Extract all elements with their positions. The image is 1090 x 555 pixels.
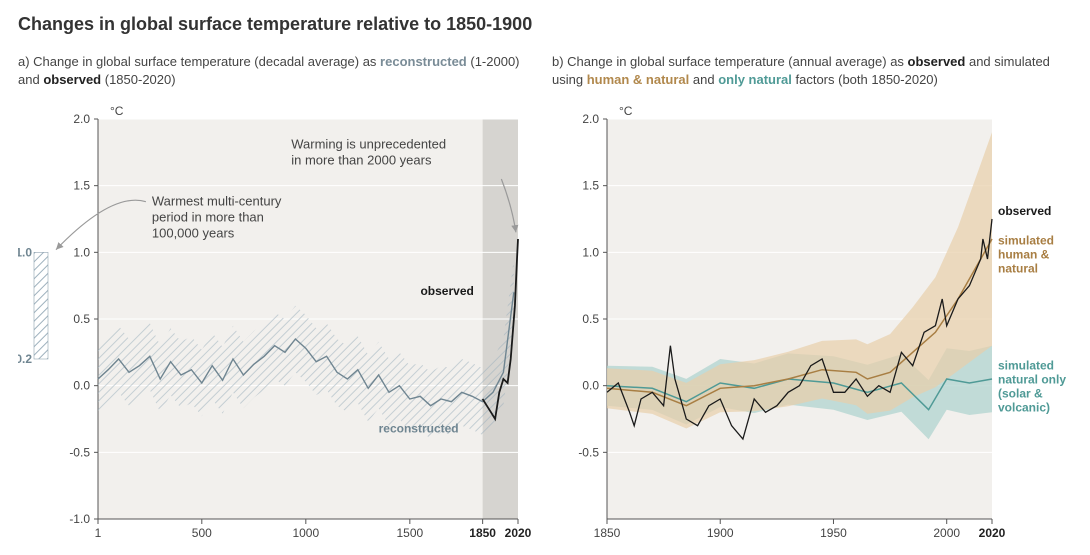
panels: a) Change in global surface temperature … (18, 53, 1072, 549)
svg-text:1850: 1850 (469, 526, 496, 540)
svg-text:2020: 2020 (505, 526, 532, 540)
panel-a: a) Change in global surface temperature … (18, 53, 538, 549)
svg-text:0.0: 0.0 (73, 379, 90, 393)
svg-text:Warming is unprecedented: Warming is unprecedented (291, 136, 446, 151)
svg-text:-0.5: -0.5 (578, 445, 599, 459)
svg-text:simulated: simulated (998, 359, 1054, 373)
svg-text:1.5: 1.5 (582, 179, 599, 193)
svg-text:in more than 2000 years: in more than 2000 years (291, 152, 432, 167)
svg-text:1850: 1850 (594, 526, 621, 540)
svg-text:2.0: 2.0 (582, 112, 599, 126)
svg-text:500: 500 (192, 526, 212, 540)
svg-text:1.5: 1.5 (73, 179, 90, 193)
svg-text:period in more than: period in more than (152, 210, 264, 225)
svg-text:-1.0: -1.0 (69, 512, 90, 526)
svg-text:1900: 1900 (707, 526, 734, 540)
svg-text:2.0: 2.0 (73, 112, 90, 126)
panel-b-subtitle: b) Change in global surface temperature … (552, 53, 1072, 89)
svg-text:0.0: 0.0 (582, 379, 599, 393)
svg-text:natural only: natural only (998, 373, 1066, 387)
svg-text:Warmest multi-century: Warmest multi-century (152, 194, 282, 209)
svg-text:2000: 2000 (933, 526, 960, 540)
svg-text:-0.5: -0.5 (69, 445, 90, 459)
svg-text:0.5: 0.5 (582, 312, 599, 326)
svg-text:1.0: 1.0 (73, 245, 90, 259)
main-title: Changes in global surface temperature re… (18, 14, 1072, 35)
svg-text:1.0: 1.0 (582, 245, 599, 259)
svg-text:human &: human & (998, 247, 1050, 261)
svg-text:100,000 years: 100,000 years (152, 226, 235, 241)
panel-b-chart: -0.5 0.0 0.5 1.0 1.5 2.0 °C 1850 1900 1950 2000 202… (552, 99, 1072, 549)
svg-text:volcanic): volcanic) (998, 401, 1050, 415)
svg-text:1.0: 1.0 (18, 245, 32, 259)
svg-text:0.5: 0.5 (73, 312, 90, 326)
svg-text:observed: observed (420, 284, 473, 298)
svg-text:1000: 1000 (292, 526, 319, 540)
svg-text:reconstructed: reconstructed (379, 421, 459, 435)
svg-text:°C: °C (619, 104, 633, 118)
svg-text:°C: °C (110, 104, 124, 118)
panel-a-subtitle: a) Change in global surface temperature … (18, 53, 538, 89)
svg-text:1950: 1950 (820, 526, 847, 540)
svg-text:1500: 1500 (396, 526, 423, 540)
svg-text:natural: natural (998, 261, 1038, 275)
svg-text:simulated: simulated (998, 233, 1054, 247)
svg-text:(solar &: (solar & (998, 387, 1043, 401)
svg-text:observed: observed (998, 204, 1051, 218)
svg-text:0.2: 0.2 (18, 352, 32, 366)
panel-a-chart: -1.0-0.50.00.51.01.52.0°C150010001500185… (18, 99, 538, 549)
svg-text:2020: 2020 (979, 526, 1006, 540)
panel-b: b) Change in global surface temperature … (552, 53, 1072, 549)
svg-text:1: 1 (95, 526, 102, 540)
